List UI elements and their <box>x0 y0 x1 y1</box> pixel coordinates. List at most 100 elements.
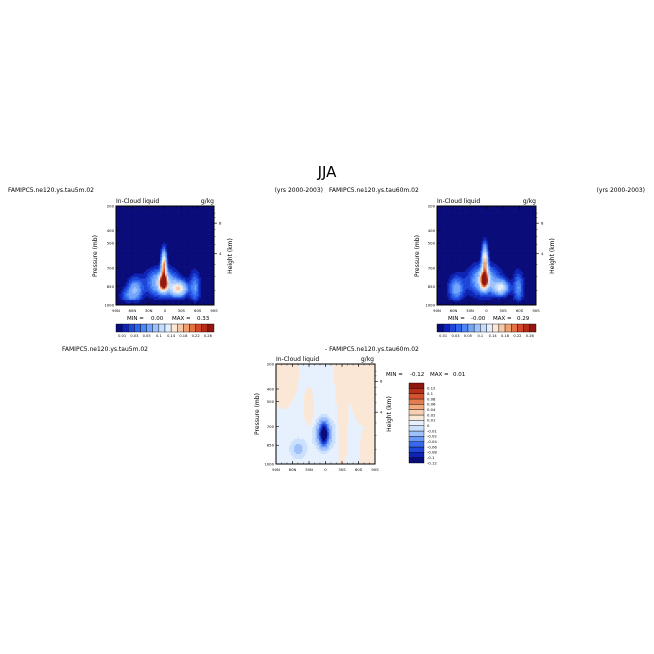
contour-cell <box>178 272 181 274</box>
contour-cell <box>484 232 487 235</box>
contour-cell <box>138 273 141 276</box>
contour-cell <box>468 237 471 240</box>
contour-cell <box>145 295 148 298</box>
contour-cell <box>440 215 443 218</box>
contour-cell <box>125 232 128 235</box>
contour-cell <box>163 245 166 248</box>
contour-cell <box>117 222 120 225</box>
contour-cell <box>165 252 167 255</box>
contour-cell <box>210 276 213 279</box>
contour-cell <box>186 248 189 251</box>
contour-cell <box>173 222 176 225</box>
contour-cell <box>150 291 153 294</box>
contour-cell <box>171 207 174 210</box>
contour-cell <box>178 248 181 251</box>
contour-cell <box>186 245 189 248</box>
contour-cell <box>437 207 439 210</box>
contour-cell <box>155 206 158 208</box>
contour-cell <box>450 224 453 227</box>
contour-cell <box>209 248 212 251</box>
contour-cell <box>194 265 197 268</box>
contour-cell <box>192 288 195 291</box>
contour-cell <box>507 210 510 213</box>
contour-cell <box>466 210 469 213</box>
contour-cell <box>455 237 458 240</box>
contour-cell <box>173 296 176 299</box>
contour-cell <box>155 278 158 281</box>
contour-cell <box>129 239 132 241</box>
contour-cell <box>163 237 166 240</box>
contour-cell <box>187 285 190 288</box>
contour-cell <box>199 224 202 227</box>
contour-cell <box>153 290 156 293</box>
contour-cell <box>151 215 154 218</box>
contour-cell <box>132 212 135 215</box>
contour-cell <box>117 248 120 251</box>
contour-cell <box>142 298 145 301</box>
contour-cell <box>196 230 199 233</box>
contour-cell <box>130 217 133 220</box>
contour-cell <box>176 300 179 303</box>
contour-cell <box>117 209 120 212</box>
contour-cell <box>205 237 208 240</box>
contour-cell <box>205 281 208 284</box>
contour-cell <box>463 207 466 210</box>
contour-cell <box>210 232 213 235</box>
contour-cell <box>148 288 151 291</box>
contour-cell <box>156 220 159 223</box>
contour-cell <box>186 263 189 266</box>
contour-cell <box>445 215 448 218</box>
contour-cell <box>450 210 453 213</box>
contour-cell <box>493 210 496 213</box>
contour-cell <box>147 288 150 291</box>
contour-cell <box>153 260 156 263</box>
contour-cell <box>122 255 125 258</box>
contour-cell <box>471 217 474 220</box>
contour-cell <box>212 234 215 237</box>
contour-cell <box>194 301 197 304</box>
contour-cell <box>476 225 479 228</box>
contour-cell <box>160 214 163 217</box>
contour-cell <box>504 229 507 232</box>
contour-cell <box>463 217 466 220</box>
contour-cell <box>455 206 458 208</box>
contour-cell <box>484 217 487 220</box>
contour-cell <box>119 243 122 246</box>
contour-cell <box>191 276 194 279</box>
contour-cell <box>137 240 140 243</box>
contour-cell <box>165 272 167 274</box>
contour-cell <box>147 301 150 304</box>
contour-cell <box>137 248 140 251</box>
contour-cell <box>191 283 194 286</box>
contour-cell <box>133 207 136 210</box>
contour-cell <box>119 280 122 283</box>
contour-cell <box>142 219 145 222</box>
contour-cell <box>196 257 199 260</box>
contour-cell <box>189 248 192 251</box>
contour-cell <box>153 263 156 266</box>
contour-cell <box>463 210 466 213</box>
contour-cell <box>132 281 135 284</box>
contour-cell <box>179 245 182 248</box>
contour-cell <box>205 210 208 213</box>
contour-cell <box>210 248 213 251</box>
contour-cell <box>153 295 156 298</box>
contour-cell <box>517 210 520 213</box>
contour-cell <box>205 275 208 278</box>
contour-cell <box>124 296 127 299</box>
contour-cell <box>155 212 158 215</box>
contour-cell <box>451 219 454 222</box>
contour-cell <box>210 207 213 210</box>
contour-cell <box>456 207 459 210</box>
contour-cell <box>191 247 194 250</box>
contour-cell <box>148 275 151 278</box>
contour-cell <box>127 275 130 278</box>
contour-cell <box>125 237 128 240</box>
contour-cell <box>174 240 177 243</box>
contour-cell <box>532 224 535 227</box>
contour-cell <box>142 262 145 265</box>
contour-cell <box>189 255 192 258</box>
contour-cell <box>125 209 128 212</box>
contour-cell <box>456 229 459 232</box>
contour-cell <box>473 224 476 227</box>
